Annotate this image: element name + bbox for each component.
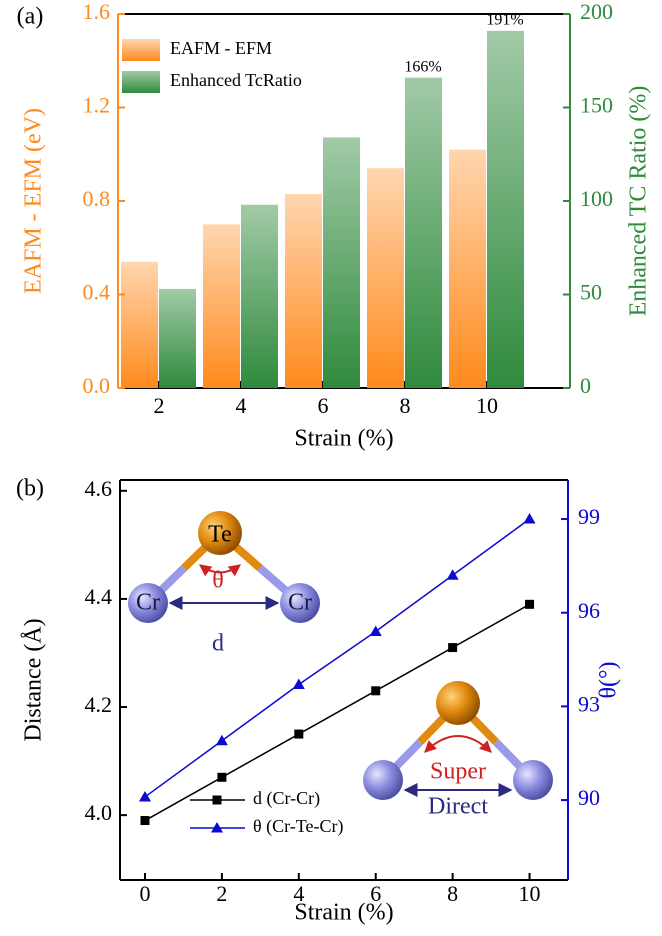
- y-tick-label: 0.8: [83, 186, 111, 211]
- y-tick-label: 1.2: [83, 93, 111, 118]
- marker: [523, 513, 536, 524]
- annotation: Super: [430, 759, 486, 785]
- x-tick-label: 2: [216, 881, 227, 906]
- y2-tick-label: 100: [580, 186, 613, 211]
- y2-tick-label: 50: [580, 280, 602, 305]
- legend-marker: [211, 822, 223, 833]
- y-tick-label: 4.4: [85, 584, 113, 609]
- x-tick-label: 0: [139, 881, 150, 906]
- y-tick-label: 4.0: [85, 800, 113, 825]
- x-tick-label: 8: [400, 393, 411, 418]
- y-tick-label: 0.0: [83, 373, 111, 398]
- y2-tick-label: 99: [578, 504, 600, 529]
- bar: [159, 288, 196, 388]
- marker: [138, 790, 151, 802]
- y2-tick-label: 200: [580, 0, 613, 24]
- marker: [446, 569, 459, 580]
- x-tick-label: 4: [293, 881, 304, 906]
- annotation: Te: [208, 522, 232, 548]
- marker: [292, 678, 305, 690]
- value-label: 191%: [486, 12, 523, 29]
- x-axis-title: Strain (%): [294, 426, 393, 452]
- marker: [371, 686, 381, 696]
- x-tick-label: 6: [318, 393, 329, 418]
- y-tick-label: 0.4: [83, 280, 111, 305]
- legend-swatch: [122, 71, 160, 93]
- marker: [448, 643, 458, 653]
- x-tick-label: 2: [154, 393, 165, 418]
- legend-label: d (Cr-Cr): [253, 788, 320, 809]
- y2-axis-title: θ(°): [596, 661, 622, 698]
- bar: [121, 261, 158, 388]
- legend-swatch: [122, 39, 160, 61]
- bar: [449, 149, 486, 388]
- legend-label: θ (Cr-Te-Cr): [253, 816, 343, 837]
- y2-tick-label: 0: [580, 373, 591, 398]
- marker: [217, 772, 227, 782]
- x-tick-label: 8: [447, 881, 458, 906]
- legend-label: EAFM - EFM: [170, 38, 272, 58]
- y2-tick-label: 96: [578, 598, 600, 623]
- y-tick-label: 4.2: [85, 692, 113, 717]
- bar: [487, 30, 524, 389]
- legend-marker: [212, 795, 222, 805]
- bar: [367, 168, 404, 388]
- marker: [294, 729, 304, 739]
- annotation: Direct: [428, 794, 488, 820]
- y-tick-label: 4.6: [85, 476, 113, 501]
- x-tick-label: 10: [476, 393, 498, 418]
- annotation: θ: [212, 568, 224, 594]
- y2-tick-label: 150: [580, 93, 613, 118]
- bar: [203, 224, 240, 388]
- y2-tick-label: 90: [578, 785, 600, 810]
- annotation: Cr: [136, 590, 160, 616]
- y2-axis-title: Enhanced TC Ratio (%): [626, 86, 652, 317]
- marker: [140, 816, 150, 826]
- y-axis-title: EAFM - EFM (eV): [21, 108, 47, 294]
- legend-label: Enhanced TcRatio: [170, 70, 302, 90]
- series-line: [144, 603, 530, 822]
- marker: [525, 599, 535, 609]
- molecule-sketch: [363, 681, 553, 800]
- x-tick-label: 4: [236, 393, 247, 418]
- annotation: Cr: [288, 590, 312, 616]
- bar: [323, 137, 360, 388]
- molecule-sketch: [128, 511, 320, 623]
- series-line: [144, 518, 530, 798]
- marker: [369, 625, 382, 636]
- panel-label: (b): [16, 476, 44, 502]
- y-tick-label: 1.6: [83, 0, 111, 24]
- bar: [285, 193, 322, 388]
- bar: [405, 77, 442, 388]
- y-axis-title: Distance (Å): [21, 618, 47, 741]
- annotation: d: [212, 631, 224, 657]
- x-tick-label: 6: [370, 881, 381, 906]
- y2-tick-label: 93: [578, 691, 600, 716]
- x-tick-label: 10: [519, 881, 541, 906]
- value-label: 166%: [404, 58, 441, 75]
- panel-label: (a): [17, 4, 44, 30]
- marker: [215, 734, 228, 746]
- x-axis-title: Strain (%): [294, 900, 393, 926]
- bar: [241, 204, 278, 388]
